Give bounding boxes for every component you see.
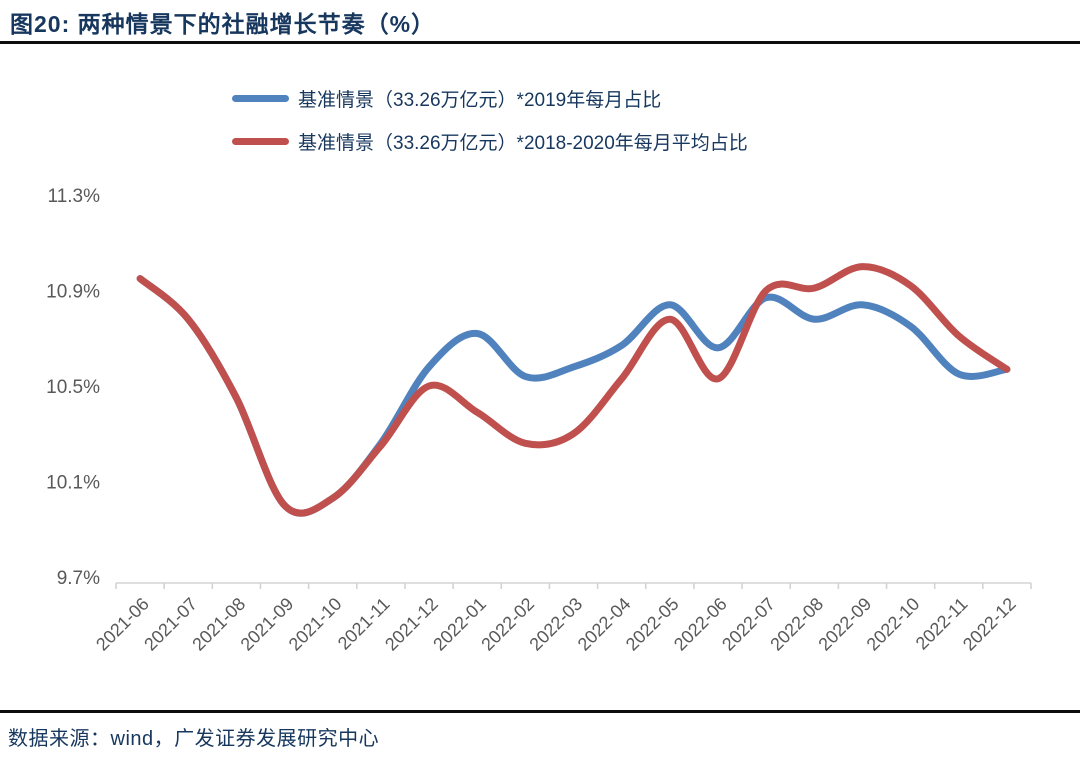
figure-title: 图20: 两种情景下的社融增长节奏（%）: [10, 11, 436, 37]
x-tick-label: 2022-03: [525, 594, 586, 655]
data-source: 数据来源：wind，广发证券发展研究中心: [8, 728, 380, 750]
x-tick-label: 2022-04: [574, 594, 635, 655]
x-tick-label: 2021-09: [237, 594, 298, 655]
y-tick-label: 9.7%: [57, 568, 100, 589]
y-tick-label: 10.9%: [46, 282, 100, 303]
legend-swatch-blue-line: [232, 94, 289, 102]
x-tick-label: 2022-01: [429, 594, 490, 655]
chart-legend: 基准情景（33.26万亿元）*2019年每月占比 基准情景（33.26万亿元）*…: [232, 86, 748, 154]
y-tick-label: 10.5%: [46, 377, 100, 398]
legend-item-baseline-2018-2020: 基准情景（33.26万亿元）*2018-2020年每月平均占比: [232, 129, 748, 154]
legend-label: 基准情景（33.26万亿元）*2019年每月占比: [298, 89, 662, 111]
legend-swatch-red-line: [232, 137, 289, 145]
x-tick-label: 2021-12: [381, 594, 442, 655]
legend-label: 基准情景（33.26万亿元）*2018-2020年每月平均占比: [298, 132, 748, 154]
legend-item-baseline-2019: 基准情景（33.26万亿元）*2019年每月占比: [232, 86, 748, 111]
x-tick-label: 2022-02: [477, 594, 538, 655]
line-chart: 11.3%10.9%10.5%10.1%9.7%2021-062021-0720…: [46, 186, 1032, 655]
x-tick-label: 2022-08: [766, 594, 827, 655]
x-tick-label: 2021-06: [92, 594, 153, 655]
x-tick-label: 2022-05: [622, 594, 683, 655]
x-tick-label: 2021-10: [285, 594, 346, 655]
x-tick-label: 2022-10: [863, 594, 924, 655]
title-divider: [0, 41, 1080, 44]
x-tick-label: 2022-12: [959, 594, 1020, 655]
x-tick-label: 2022-07: [718, 594, 779, 655]
x-tick-label: 2022-06: [670, 594, 731, 655]
y-tick-label: 11.3%: [48, 186, 101, 207]
footer-divider: [0, 710, 1080, 713]
x-tick-label: 2022-09: [814, 594, 875, 655]
series-line-baseline-2018-2020: [136, 263, 1011, 517]
y-tick-label: 10.1%: [46, 473, 100, 494]
x-tick-label: 2021-08: [188, 594, 249, 655]
x-tick-label: 2021-07: [140, 594, 201, 655]
